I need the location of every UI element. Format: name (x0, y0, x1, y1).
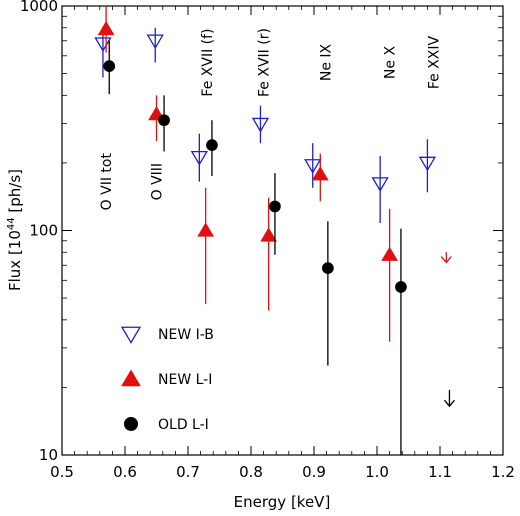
data-point (304, 159, 322, 174)
annotation-label: Ne X (383, 46, 399, 80)
x-tick-label: 0.6 (113, 463, 137, 481)
data-point (269, 200, 281, 213)
data-point (418, 156, 437, 172)
y-axis-label-suffix: [ph/s] (6, 169, 24, 217)
data-point (395, 281, 407, 293)
data-point (158, 114, 170, 127)
annotation-label: Ne IX (318, 43, 334, 81)
x-tick-label: 0.5 (50, 463, 74, 481)
y-tick-label: 1000 (20, 0, 58, 15)
annotation-label: Fe XVII (f) (200, 28, 216, 96)
data-point (260, 227, 278, 242)
x-axis: 0.5 0.6 0.7 0.8 0.9 1.0 1.1 1.2 (50, 6, 515, 481)
x-tick-label: 0.7 (176, 463, 200, 481)
legend-label: NEW I-B (158, 327, 214, 343)
x-tick-label: 0.9 (302, 463, 326, 481)
y-tick-label: 100 (29, 222, 58, 240)
x-tick-label: 1.2 (491, 463, 515, 481)
data-point (322, 262, 334, 274)
upper-limit-arrow-head (440, 256, 452, 264)
series-old-l-i (103, 40, 455, 455)
line-annotations: O VII tot O VIII Fe XVII (f) Fe XVII (r) Ne … (99, 28, 443, 210)
upper-limit-arrow-head (443, 399, 455, 408)
data-point (97, 20, 115, 36)
legend-marker (123, 416, 139, 432)
data-point (311, 166, 329, 181)
y-axis-label-prefix: Flux [10 (6, 230, 24, 291)
data-point (103, 60, 116, 72)
x-tick-label: 0.8 (239, 463, 263, 481)
data-point (146, 34, 164, 50)
x-tick-label: 1.1 (428, 463, 452, 481)
data-point (206, 139, 218, 151)
y-tick-label: 10 (39, 446, 58, 464)
data-point (197, 222, 215, 237)
series-new-l-i (97, 6, 452, 342)
y-axis: 10 100 1000 (20, 0, 503, 464)
x-axis-label: Energy [keV] (234, 493, 331, 511)
data-point (251, 117, 270, 133)
legend-marker (121, 369, 141, 387)
legend-marker (120, 326, 142, 344)
y-axis-label: Flux [1044 [ph/s] (6, 169, 24, 291)
data-point (371, 177, 389, 192)
y-axis-label-exponent: 44 (6, 217, 17, 230)
legend-label: NEW L-I (158, 372, 212, 388)
legend: NEW I-B NEW L-I OLD L-I (120, 326, 214, 433)
annotation-label: Fe XXIV (427, 35, 443, 89)
data-series (94, 6, 455, 455)
annotation-label: O VIII (150, 163, 166, 200)
annotation-label: O VII tot (99, 153, 115, 211)
annotation-label: Fe XVII (r) (257, 28, 273, 97)
data-point (190, 150, 208, 166)
legend-label: OLD L-I (158, 417, 209, 433)
data-point (381, 246, 398, 261)
x-tick-label: 1.0 (365, 463, 389, 481)
